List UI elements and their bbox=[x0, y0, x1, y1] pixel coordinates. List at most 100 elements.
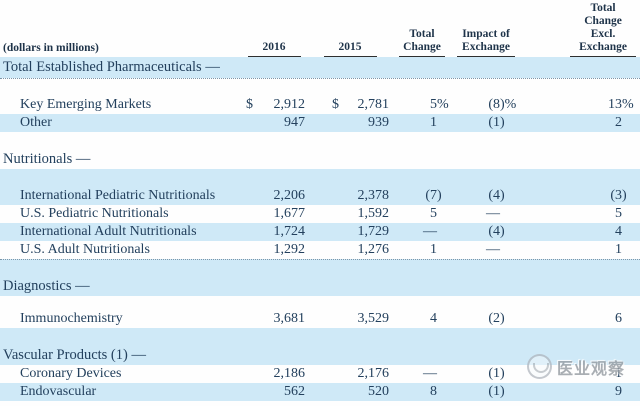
cell-value: 2,378 bbox=[357, 188, 390, 203]
table-row: Immunochemistry 3,681 3,529 4 (2) 6 bbox=[0, 310, 640, 328]
column-header-underline: 2015 bbox=[323, 41, 377, 57]
cell-value: 6 bbox=[615, 311, 622, 326]
cell-value: (2 bbox=[488, 311, 500, 326]
cell-value: 5 bbox=[430, 97, 437, 112]
cell-2015: 1,276 bbox=[308, 242, 392, 258]
cell-value: 2 bbox=[615, 115, 622, 130]
table-body: Total Established Pharmaceuticals — Key E… bbox=[0, 57, 640, 401]
cell-total-change: 1 bbox=[392, 115, 452, 131]
cell-total-change: 1 bbox=[392, 242, 452, 258]
cell-value: 947 bbox=[284, 115, 305, 130]
cell-suffix: ) bbox=[622, 188, 627, 203]
spacer-row bbox=[0, 296, 640, 310]
column-header-total-change-excl-exchange: Total Change Excl. Exchange bbox=[520, 2, 640, 57]
column-header-2016: 2016 bbox=[240, 41, 308, 57]
cell-2015: 1,729 bbox=[308, 224, 392, 240]
spacer-row bbox=[0, 78, 640, 96]
row-label: Diagnostics — bbox=[3, 278, 90, 294]
row-label: Key Emerging Markets bbox=[20, 97, 152, 112]
cell-value: 1,276 bbox=[357, 242, 390, 257]
spacer-row bbox=[0, 132, 640, 150]
section-header-row: Diagnostics — bbox=[0, 277, 640, 296]
cell-value: 5 bbox=[615, 206, 622, 221]
column-headers: 2016 2015 Total Change Impact of Exchange Tota… bbox=[0, 0, 640, 57]
table-row: Coronary Devices 2,186 2,176 — (1) 1 bbox=[0, 365, 640, 383]
table-row: U.S. Pediatric Nutritionals 1,677 1,592 5 — 5 bbox=[0, 205, 640, 223]
cell-total-change-excl-exchange: 13% bbox=[520, 97, 640, 113]
cell-2016: 1,724 bbox=[240, 224, 308, 240]
row-label: Total Established Pharmaceuticals — bbox=[3, 59, 220, 75]
cell-total-change-excl-exchange: (3) bbox=[520, 188, 640, 204]
cell-total-change-excl-exchange: 5 bbox=[520, 206, 640, 222]
cell-value: (4 bbox=[488, 224, 500, 239]
cell-value: 2,206 bbox=[273, 188, 306, 203]
cell-2016: 2,206 bbox=[240, 188, 308, 204]
cell-2016: 1,677 bbox=[240, 206, 308, 222]
cell-value: (3 bbox=[610, 188, 622, 203]
cell-value: 1,677 bbox=[273, 206, 306, 221]
table-row: Key Emerging Markets $2,912 $2,781 5% (8)% 13… bbox=[0, 96, 640, 114]
column-header-underline: Impact of Exchange bbox=[457, 28, 515, 57]
row-label: Other bbox=[20, 115, 52, 130]
column-header-impact-of-exchange: Impact of Exchange bbox=[452, 28, 520, 57]
column-header-line: Change bbox=[403, 41, 441, 53]
cell-2016: 1,292 bbox=[240, 242, 308, 258]
cell-value: 1 bbox=[615, 242, 622, 257]
spacer-row bbox=[0, 259, 640, 277]
cell-total-change-excl-exchange: 6 bbox=[520, 311, 640, 327]
cell-value: 8 bbox=[430, 384, 437, 399]
cell-impact-of-exchange: (8)% bbox=[452, 97, 520, 113]
column-header-line: 2016 bbox=[262, 41, 286, 53]
column-header-line: Excl. bbox=[590, 28, 616, 40]
cell-value: 1,729 bbox=[357, 224, 390, 239]
cell-2015: 3,529 bbox=[308, 311, 392, 327]
cell-total-change-excl-exchange: 2 bbox=[520, 115, 640, 131]
column-header-total-change: Total Change bbox=[392, 28, 452, 57]
cell-suffix: ) bbox=[500, 115, 505, 130]
cell-suffix: % bbox=[437, 97, 449, 112]
cell-value: 1 bbox=[430, 115, 437, 130]
column-header-line: Impact of bbox=[462, 28, 510, 40]
cell-suffix: ) bbox=[500, 384, 505, 399]
cell-2015: 2,176 bbox=[308, 366, 392, 382]
row-label: Vascular Products (1) — bbox=[3, 347, 146, 363]
cell-total-change: — bbox=[392, 366, 452, 382]
cell-suffix: ) bbox=[500, 311, 505, 326]
cell-value: 1,592 bbox=[357, 206, 390, 221]
cell-value: — bbox=[486, 206, 500, 221]
cell-value: (1 bbox=[488, 384, 500, 399]
cell-2016: 947 bbox=[240, 115, 308, 131]
column-header-underline: Total Change Excl. Exchange bbox=[570, 2, 636, 57]
cell-total-change: 5 bbox=[392, 206, 452, 222]
spacer-row bbox=[0, 169, 640, 187]
column-header-line: Exchange bbox=[579, 41, 627, 53]
cell-value: 939 bbox=[368, 115, 389, 130]
cell-total-change: 5% bbox=[392, 97, 452, 113]
cell-2015: $2,781 bbox=[308, 97, 392, 113]
cell-total-change: (7) bbox=[392, 188, 452, 204]
table-row: International Pediatric Nutritionals 2,20… bbox=[0, 187, 640, 205]
column-header-line: Change bbox=[584, 15, 622, 27]
cell-total-change: 4 bbox=[392, 311, 452, 327]
row-label: U.S. Adult Nutritionals bbox=[20, 242, 150, 257]
cell-2015: 939 bbox=[308, 115, 392, 131]
table-header: (dollars in millions) 2016 2015 Total Chang… bbox=[0, 0, 640, 57]
cell-total-change-excl-exchange: 1 bbox=[520, 242, 640, 258]
cell-value: 13 bbox=[608, 97, 622, 112]
cell-value: 562 bbox=[284, 384, 305, 399]
cell-value: 4 bbox=[615, 224, 622, 239]
cell-value: 2,912 bbox=[273, 97, 306, 112]
cell-value: 2,176 bbox=[357, 366, 390, 381]
cell-2015: 1,592 bbox=[308, 206, 392, 222]
table-row: U.S. Adult Nutritionals 1,292 1,276 1 — 1 bbox=[0, 241, 640, 259]
cell-value: 1 bbox=[430, 242, 437, 257]
cell-suffix: ) bbox=[500, 224, 505, 239]
cell-2015: 2,378 bbox=[308, 188, 392, 204]
table-row: Endovascular 562 520 8 (1) 9 bbox=[0, 383, 640, 401]
cell-value: (8 bbox=[488, 97, 500, 112]
cell-impact-of-exchange: (1) bbox=[452, 366, 520, 382]
cell-value: — bbox=[423, 224, 437, 239]
cell-value: 3,529 bbox=[357, 311, 390, 326]
cell-2016: $2,912 bbox=[240, 97, 308, 113]
